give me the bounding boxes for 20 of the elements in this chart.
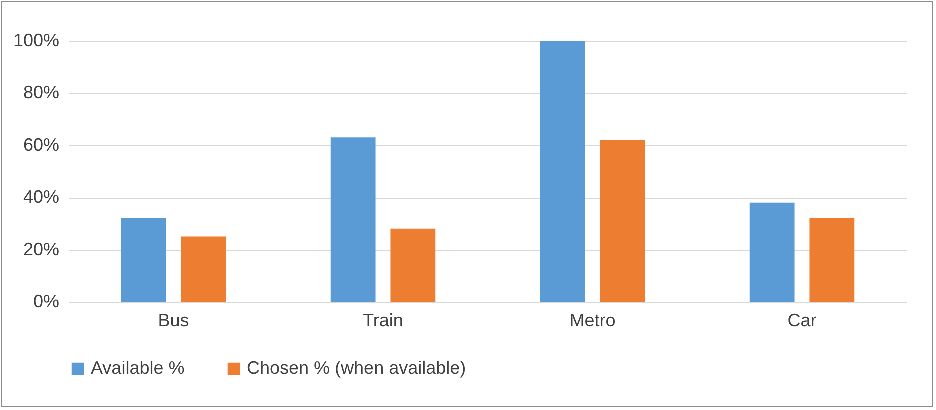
y-tick-label: 60% — [23, 134, 60, 155]
bar — [330, 138, 376, 302]
legend-label: Chosen % (when available) — [247, 358, 466, 378]
x-tick-label: Car — [788, 310, 817, 330]
bar — [390, 228, 436, 302]
bar — [750, 202, 795, 302]
y-tick-label: 100% — [13, 30, 60, 50]
y-tick-label: 0% — [33, 292, 60, 312]
bar — [600, 140, 646, 302]
y-tick-label: 80% — [23, 82, 60, 103]
bar — [121, 218, 166, 302]
bar — [810, 218, 855, 302]
y-tick-label: 20% — [23, 239, 60, 260]
x-tick-label: Train — [363, 310, 404, 330]
bar — [540, 41, 586, 302]
x-tick-label: Bus — [158, 310, 190, 330]
y-tick-label: 40% — [23, 187, 60, 208]
bar — [181, 236, 226, 302]
x-tick-label: Metro — [570, 310, 616, 330]
legend-label: Available % — [91, 358, 185, 378]
